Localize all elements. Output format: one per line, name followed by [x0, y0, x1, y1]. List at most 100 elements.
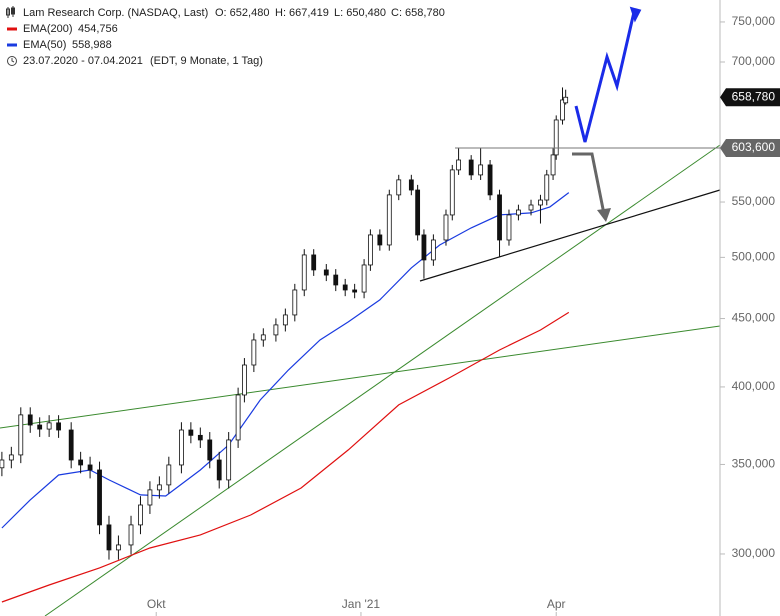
candle-body	[352, 289, 358, 293]
bearish-arrow	[572, 152, 606, 215]
candle-body	[128, 524, 134, 546]
price-tag	[720, 88, 780, 107]
ohlc-label: L: 650,480	[334, 7, 386, 19]
candle-body	[97, 469, 102, 526]
candle-body	[147, 489, 153, 506]
candle-body	[367, 234, 373, 266]
candle-body	[138, 504, 143, 526]
candle-body	[396, 179, 402, 196]
candle-body	[478, 164, 484, 176]
candle-body	[497, 194, 502, 241]
candle-body	[116, 544, 121, 551]
candle-body	[528, 204, 534, 211]
candle-body	[27, 414, 33, 426]
candle-body	[430, 239, 436, 261]
candle-body	[292, 289, 298, 316]
ohlc-label: C: 658,780	[391, 7, 445, 19]
ohlc-label: H: 667,419	[275, 7, 329, 19]
arrow-head	[597, 208, 611, 222]
candle-body	[408, 179, 414, 191]
candle-body	[506, 214, 512, 241]
x-tick-label: Okt	[147, 597, 166, 611]
y-tick-label: 550,000	[732, 194, 776, 208]
candle-body	[553, 119, 559, 156]
y-tick-label: 400,000	[732, 379, 776, 393]
candle-body	[156, 484, 162, 491]
forecast-arrows	[572, 6, 642, 222]
candle-body	[468, 159, 474, 176]
indicator-line	[1, 311, 570, 603]
y-tick-label: 350,000	[732, 457, 776, 471]
y-tick-label: 700,000	[732, 54, 776, 68]
candle-body	[282, 314, 288, 326]
candle-body	[0, 459, 5, 469]
x-tick-label: Apr	[547, 597, 566, 611]
candle-body	[386, 194, 392, 246]
instrument-title: Lam Research Corp. (NASDAQ, Last)	[23, 7, 208, 19]
legend-label: EMA(50)	[23, 39, 66, 51]
clock-hand	[11, 58, 15, 63]
trend-line	[0, 325, 721, 429]
date-range: 23.07.2020 - 07.04.2021	[23, 55, 143, 67]
candle-body	[538, 199, 543, 206]
candle-body	[18, 414, 24, 456]
candle-body	[421, 234, 427, 261]
y-tick-label: 500,000	[732, 250, 776, 264]
legend-value: 558,988	[72, 39, 112, 51]
candle-body	[443, 214, 449, 241]
candle-body	[46, 422, 52, 430]
plot-area	[0, 87, 570, 603]
candle-body	[563, 96, 569, 104]
candle-body	[342, 284, 348, 291]
bullish-arrow	[574, 11, 636, 143]
trend-line	[44, 144, 721, 616]
candle-body	[226, 439, 232, 481]
x-tick-label: Jan '21	[342, 597, 381, 611]
candle-body	[456, 159, 461, 171]
candle-body	[516, 209, 521, 216]
legend-label: EMA(200)	[23, 23, 73, 35]
candle-body	[242, 364, 247, 396]
legend-value: 454,756	[78, 23, 118, 35]
candle-body	[377, 234, 383, 246]
y-tick-label: 450,000	[732, 311, 776, 325]
candle-body	[197, 434, 203, 441]
candle-body	[166, 464, 172, 486]
candle-body	[235, 394, 241, 441]
price-tag	[720, 139, 780, 158]
candle-body	[8, 454, 14, 461]
candle-body	[37, 424, 43, 430]
candle-body	[550, 154, 556, 176]
candle-body	[544, 174, 550, 201]
candle-body	[560, 99, 565, 121]
ohlc-label: O: 652,480	[215, 7, 269, 19]
arrow-head	[629, 6, 642, 23]
legend: EMA(200) 454,756 EMA(50) 558,988	[7, 23, 118, 51]
trend-lines	[0, 144, 721, 616]
candle-body	[188, 429, 194, 436]
clock-icon	[7, 56, 17, 66]
period-note: (EDT, 9 Monate, 1 Tag)	[150, 55, 263, 67]
candle-body	[78, 459, 84, 466]
candle-body	[323, 269, 329, 276]
candle-body	[487, 164, 493, 196]
indicator-line	[1, 192, 570, 529]
candle-body	[301, 254, 307, 291]
candle-icon	[6, 6, 15, 18]
header: Lam Research Corp. (NASDAQ, Last) O: 652…	[6, 6, 445, 67]
candle-body	[87, 464, 93, 471]
candle-body	[207, 439, 213, 461]
candle-body	[449, 169, 455, 216]
candle-body	[106, 524, 112, 551]
candle-body	[273, 324, 279, 336]
y-tick-label: 750,000	[732, 14, 776, 28]
price-tag-label: 603,600	[732, 140, 776, 154]
candle-body	[216, 459, 222, 481]
y-tick-label: 300,000	[732, 546, 776, 560]
candle-body	[68, 429, 74, 461]
candle-body	[56, 422, 61, 431]
candle-body	[361, 264, 367, 293]
candle-body	[311, 254, 317, 271]
candle-body	[251, 339, 257, 366]
